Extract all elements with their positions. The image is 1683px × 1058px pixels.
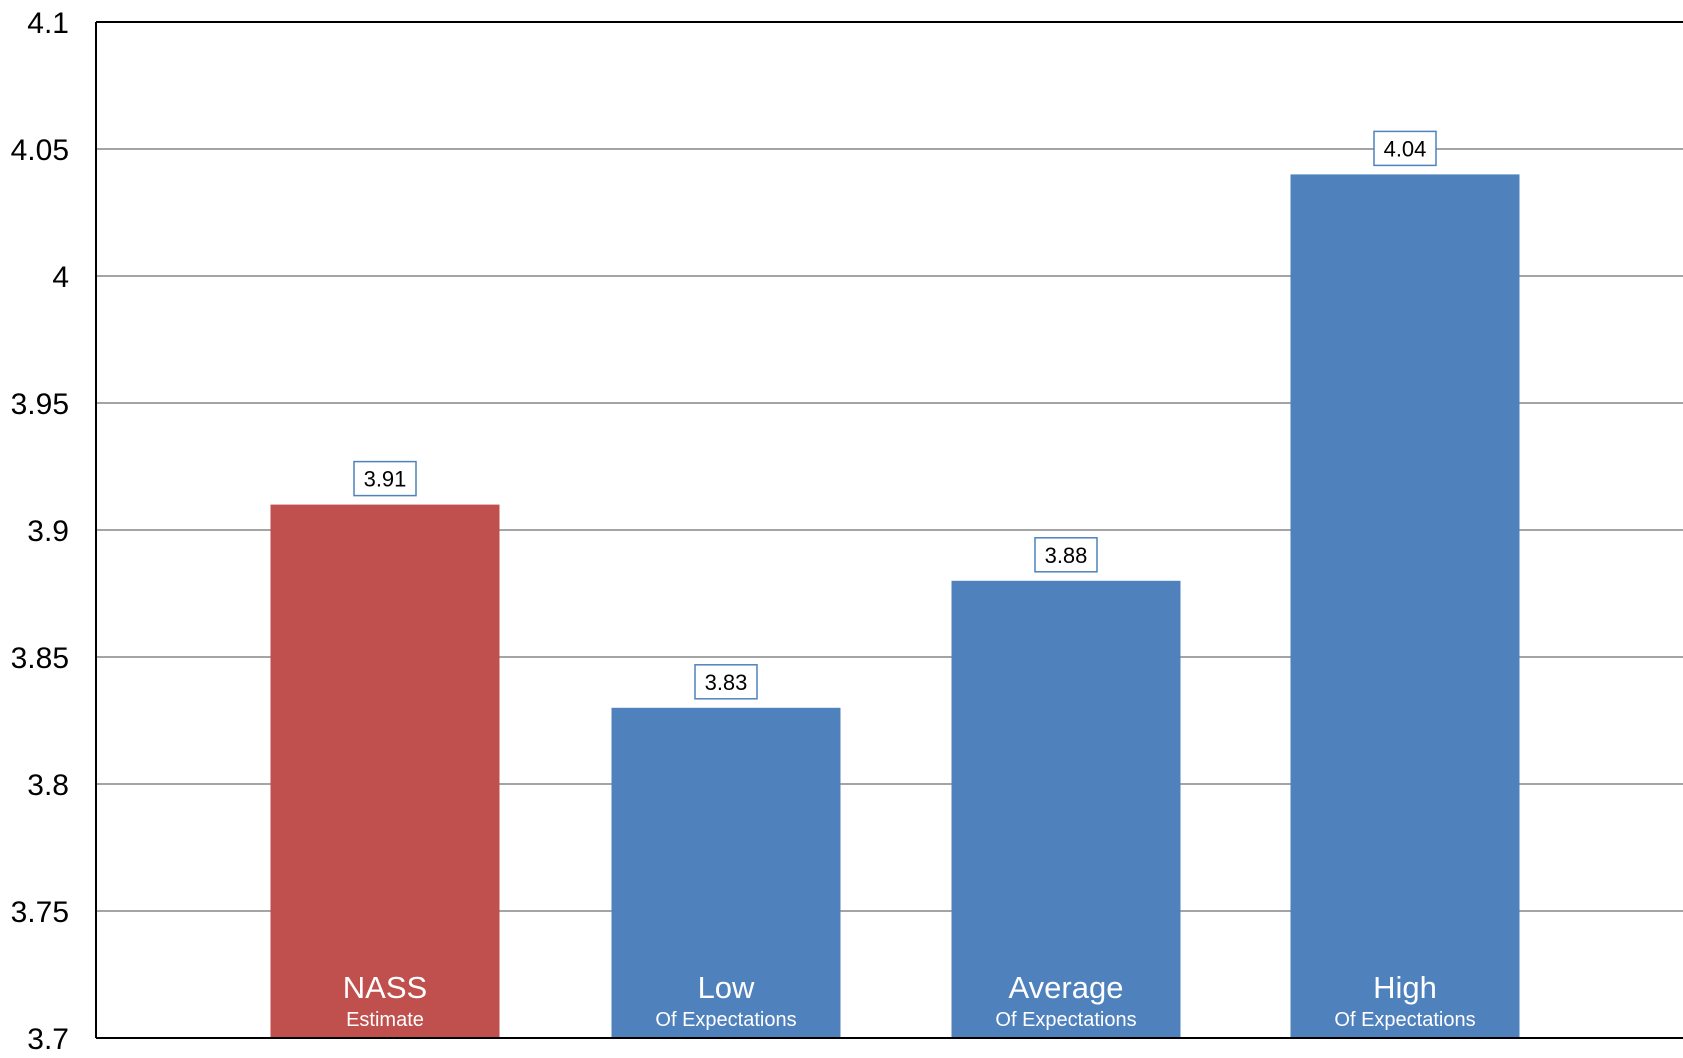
y-axis-tick-labels: 3.7 3.75 3.8 3.85 3.9 3.95 4 4.05 4.1 — [11, 7, 69, 1056]
y-tick-label: 3.85 — [11, 642, 69, 675]
value-label-box — [1373, 130, 1437, 167]
category-sublabel: Of Expectations — [1334, 1009, 1475, 1031]
category-label: Average — [1009, 970, 1124, 1005]
y-tick-label: 4.1 — [27, 7, 69, 40]
category-label: Low — [698, 970, 755, 1005]
y-tick-label: 4.05 — [11, 134, 69, 167]
y-tick-label: 3.8 — [27, 769, 69, 802]
category-sublabel: Estimate — [346, 1009, 424, 1031]
category-label: NASS — [343, 970, 427, 1005]
bar — [270, 504, 500, 1039]
bar — [611, 707, 841, 1038]
value-labels: 3.91 3.83 3.88 4.04 — [353, 130, 1437, 700]
value-label: 3.91 — [364, 467, 407, 492]
category-label: High — [1373, 970, 1437, 1005]
category-sublabel: Of Expectations — [995, 1009, 1136, 1031]
value-label: 3.88 — [1045, 543, 1088, 568]
category-sublabel: Of Expectations — [655, 1009, 796, 1031]
value-label-box — [1034, 537, 1098, 573]
bars — [270, 174, 1520, 1039]
y-tick-label: 3.9 — [27, 515, 69, 548]
y-tick-label: 3.7 — [27, 1023, 69, 1053]
y-tick-label: 3.95 — [11, 388, 69, 421]
bar — [951, 580, 1181, 1038]
value-label: 4.04 — [1384, 136, 1427, 161]
value-label-box — [353, 460, 417, 497]
value-label-box — [694, 664, 758, 700]
axes — [95, 21, 1683, 1039]
y-tick-label: 4 — [52, 261, 69, 294]
bar — [1290, 174, 1520, 1038]
value-label: 3.83 — [705, 670, 748, 695]
category-labels: NASS Estimate Low Of Expectations Average Of … — [343, 970, 1476, 1031]
y-tick-label: 3.75 — [11, 896, 69, 929]
